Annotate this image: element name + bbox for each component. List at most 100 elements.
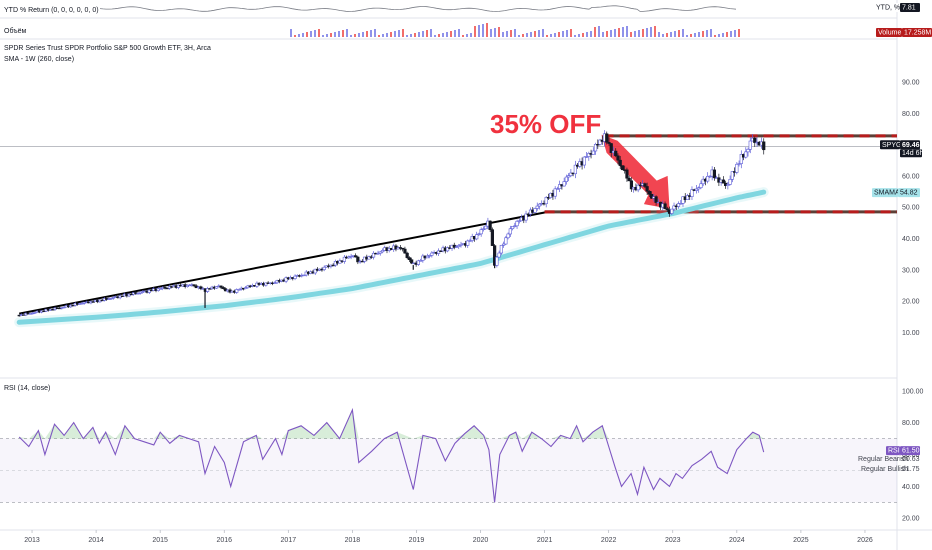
candle[interactable]	[407, 256, 412, 262]
candle[interactable]	[616, 153, 620, 165]
candle[interactable]	[636, 183, 640, 193]
candle[interactable]	[605, 131, 609, 145]
candle[interactable]	[468, 238, 472, 242]
candle[interactable]	[109, 297, 113, 300]
candle[interactable]	[625, 167, 629, 182]
candle[interactable]	[425, 253, 429, 259]
candle[interactable]	[513, 222, 517, 228]
candle[interactable]	[436, 248, 441, 256]
candle[interactable]	[517, 218, 521, 224]
candle[interactable]	[342, 255, 346, 264]
candle[interactable]	[569, 169, 573, 178]
candle[interactable]	[237, 288, 241, 291]
candle[interactable]	[537, 202, 542, 210]
time-axis[interactable]: 2013 2014 2015 2016 2017 2018 2019 2020 2021 2022…	[24, 530, 873, 544]
candle[interactable]	[484, 225, 488, 230]
candle[interactable]	[728, 175, 732, 186]
candle[interactable]	[284, 276, 288, 284]
candle[interactable]	[192, 284, 196, 288]
candle[interactable]	[562, 177, 566, 187]
rsi-line[interactable]	[18, 407, 765, 503]
candle[interactable]	[313, 268, 317, 276]
candle[interactable]	[80, 301, 84, 305]
candle[interactable]	[676, 201, 681, 209]
candle[interactable]	[427, 254, 432, 259]
candle[interactable]	[475, 231, 479, 241]
candle[interactable]	[591, 147, 595, 155]
candle[interactable]	[753, 136, 757, 147]
candle[interactable]	[672, 202, 676, 211]
candle[interactable]	[140, 290, 145, 294]
candle[interactable]	[629, 177, 634, 192]
candle[interactable]	[367, 255, 371, 260]
candle[interactable]	[593, 142, 598, 155]
candle[interactable]	[401, 247, 405, 252]
candle[interactable]	[697, 186, 701, 193]
candle[interactable]	[457, 243, 461, 250]
candle[interactable]	[584, 151, 589, 158]
candle[interactable]	[403, 246, 407, 254]
candle[interactable]	[488, 220, 492, 232]
candle[interactable]	[439, 250, 443, 252]
candle[interactable]	[524, 210, 528, 223]
candle[interactable]	[746, 147, 750, 157]
candle[interactable]	[244, 286, 248, 290]
candle[interactable]	[706, 172, 710, 184]
candle[interactable]	[618, 155, 622, 170]
candle[interactable]	[499, 244, 503, 255]
candle[interactable]	[681, 196, 685, 207]
candle[interactable]	[739, 150, 743, 169]
candle[interactable]	[558, 180, 562, 193]
candle[interactable]	[670, 208, 674, 216]
candle[interactable]	[712, 166, 716, 181]
candle[interactable]	[147, 289, 151, 295]
candle[interactable]	[694, 185, 699, 194]
candle[interactable]	[199, 285, 203, 291]
candle[interactable]	[573, 160, 577, 179]
candle[interactable]	[466, 239, 470, 248]
annotation-35-off[interactable]: 35% OFF	[490, 109, 601, 139]
candle[interactable]	[293, 274, 297, 281]
candle[interactable]	[596, 139, 600, 149]
candle[interactable]	[614, 148, 618, 158]
candle[interactable]	[544, 196, 548, 208]
candle[interactable]	[620, 165, 625, 171]
candle[interactable]	[748, 137, 752, 154]
candle[interactable]	[643, 182, 647, 189]
candle[interactable]	[627, 175, 631, 182]
candle[interactable]	[506, 232, 510, 240]
candle[interactable]	[690, 186, 694, 201]
candle[interactable]	[410, 257, 414, 265]
candle[interactable]	[264, 282, 268, 287]
candle[interactable]	[650, 191, 654, 199]
candle[interactable]	[235, 288, 239, 294]
candle[interactable]	[645, 182, 649, 196]
candle[interactable]	[378, 251, 382, 256]
candle[interactable]	[477, 232, 481, 237]
candle[interactable]	[380, 248, 385, 254]
candle[interactable]	[497, 250, 501, 258]
candle[interactable]	[737, 160, 741, 167]
candle[interactable]	[567, 173, 571, 182]
candle[interactable]	[504, 235, 508, 246]
candle[interactable]	[416, 259, 420, 266]
candle[interactable]	[744, 147, 748, 159]
candle[interactable]	[647, 190, 651, 197]
candle[interactable]	[376, 250, 380, 255]
candle[interactable]	[582, 156, 586, 169]
candle[interactable]	[445, 246, 450, 253]
candle[interactable]	[219, 285, 223, 290]
candle[interactable]	[430, 251, 434, 258]
candle[interactable]	[685, 193, 690, 200]
candle[interactable]	[533, 207, 537, 214]
candle[interactable]	[454, 244, 459, 248]
candle[interactable]	[405, 251, 409, 260]
candle[interactable]	[510, 226, 515, 231]
candle[interactable]	[762, 138, 766, 155]
candle[interactable]	[479, 227, 483, 237]
candle[interactable]	[91, 300, 95, 303]
candle[interactable]	[156, 287, 160, 292]
candle[interactable]	[33, 312, 37, 314]
candle[interactable]	[495, 256, 499, 268]
candle[interactable]	[730, 171, 734, 183]
